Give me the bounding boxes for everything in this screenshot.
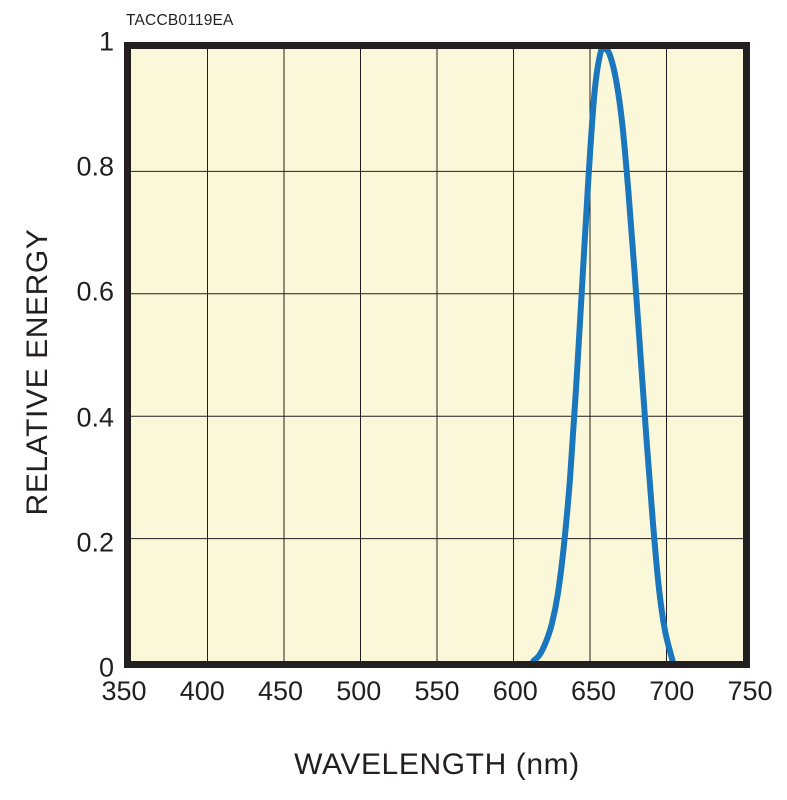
plot-area <box>131 49 743 661</box>
figure-id-label: TACCB0119EA <box>126 12 234 29</box>
x-axis-tick-label: 600 <box>492 676 538 706</box>
x-axis-tick-labels: 350 400 450 500 550 600 650 700 750 <box>101 676 772 716</box>
y-axis-tick-label: 0.2 <box>76 527 114 558</box>
x-axis-tick-label: 500 <box>336 676 382 706</box>
x-axis-tick-label: 700 <box>649 676 695 706</box>
y-axis-tick-label: 0.6 <box>76 276 114 307</box>
y-axis-tick-label: 1 <box>98 26 114 57</box>
x-axis-tick-label: 400 <box>179 676 225 706</box>
y-axis-tick-label: 0 <box>98 652 114 683</box>
y-axis-tick-label: 0.4 <box>76 402 114 433</box>
y-axis-tick-label: 0.8 <box>76 151 114 182</box>
spectral-curve <box>533 49 672 661</box>
y-axis-tick-labels: 0 0.2 0.4 0.6 0.8 1 <box>42 27 114 683</box>
x-axis-tick-label: 350 <box>101 676 147 706</box>
x-axis-title: WAVELENGTH (nm) <box>294 748 580 781</box>
x-axis-tick-label: 750 <box>727 676 773 706</box>
x-axis-tick-label: 650 <box>570 676 617 706</box>
y-axis-title: RELATIVE ENERGY <box>21 228 54 516</box>
gridlines <box>131 49 743 661</box>
x-axis-tick-label: 450 <box>257 676 304 706</box>
plot-frame <box>124 42 750 668</box>
x-axis-tick-label: 550 <box>414 676 460 706</box>
